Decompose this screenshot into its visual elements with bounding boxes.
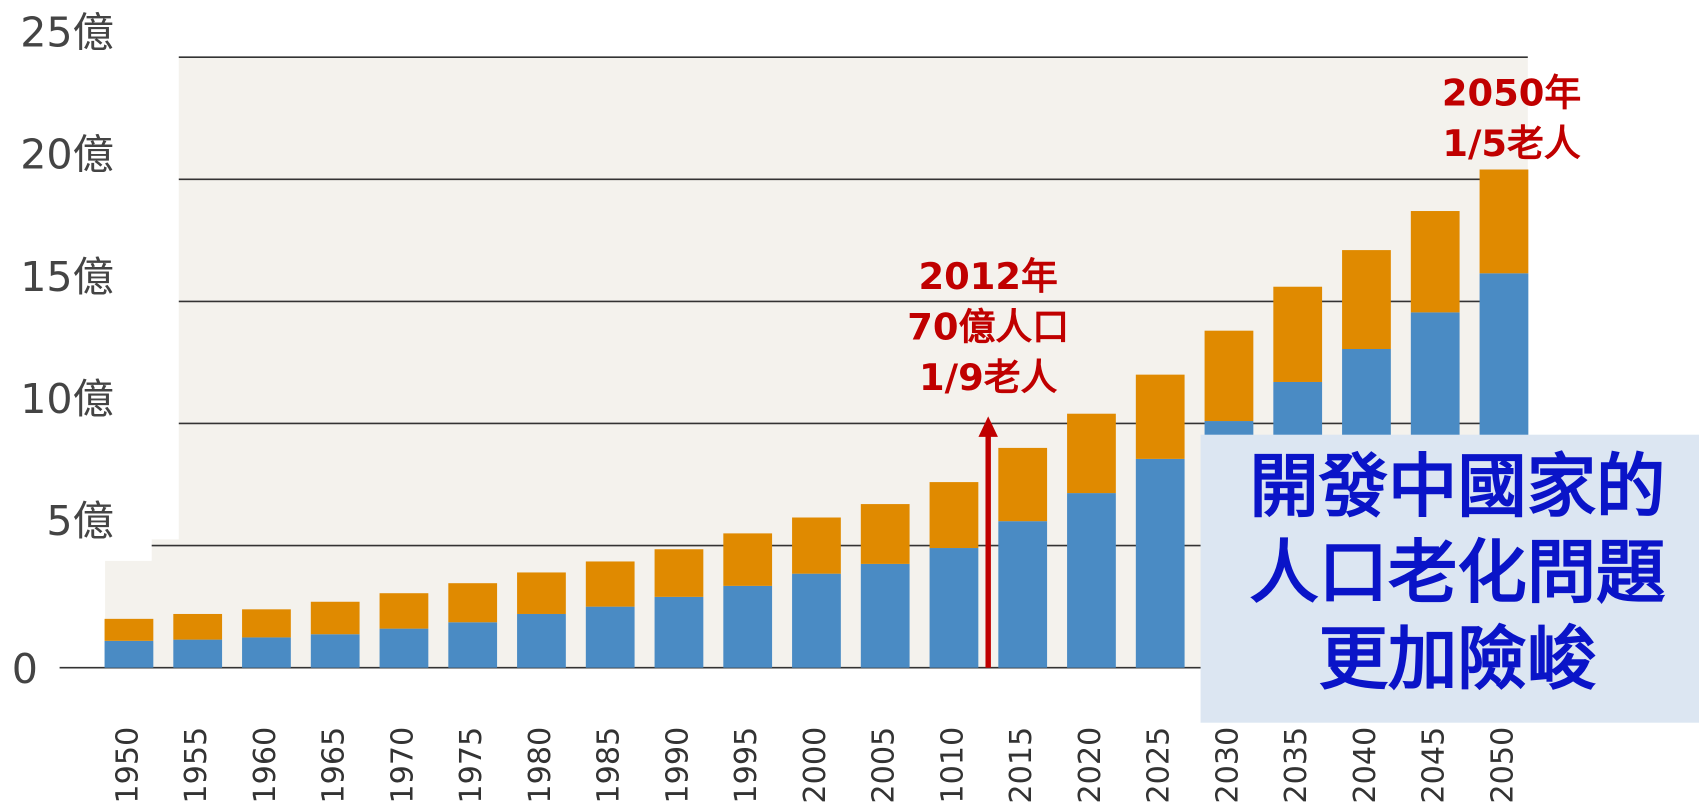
x-tick-label: 1985 — [592, 727, 627, 804]
x-tick-label: 2025 — [1142, 727, 1177, 804]
y-tick-label: 5億 — [46, 497, 113, 545]
y-tick-label: 10億 — [20, 375, 114, 423]
bar-segment — [792, 573, 841, 668]
y-tick-label: 25億 — [20, 9, 114, 57]
callout-text: 更加險峻 — [1319, 620, 1597, 700]
bar-segment — [929, 482, 979, 549]
bar-segment — [1204, 330, 1254, 422]
bar-segment — [1067, 493, 1116, 668]
x-tick-label: 1960 — [248, 727, 283, 804]
x-tick-label: 1990 — [660, 727, 695, 804]
bar-segment — [860, 563, 910, 668]
x-tick-label: 1980 — [523, 727, 558, 804]
x-tick-label: 2035 — [1279, 727, 1314, 804]
bar-segment — [448, 583, 498, 623]
x-tick-label: 2040 — [1348, 727, 1383, 804]
bar-segment — [1135, 374, 1185, 459]
bar-segment — [379, 593, 429, 629]
callout-text: 開發中國家的 — [1249, 447, 1665, 527]
annotation: 1/5老人 — [1442, 122, 1581, 165]
annotation: 2050年 — [1442, 71, 1581, 114]
arrow-head — [978, 416, 998, 437]
x-tick-label: 2000 — [798, 727, 833, 804]
x-tick-label: 1010 — [935, 727, 970, 804]
bar-segment — [379, 628, 429, 668]
y-tick-label: 0 — [12, 645, 38, 693]
y-tick-label: 20億 — [20, 131, 114, 179]
bar-segment — [1273, 286, 1323, 382]
x-tick-label: 1965 — [317, 727, 352, 804]
x-tick-label: 2030 — [1210, 727, 1245, 804]
annotation: 2012年 — [919, 255, 1058, 298]
labels: 0 5億 10億 15億 20億 25億 1950 1955 1960 1965 1970 1975 1… — [12, 9, 1666, 804]
callout-box — [1200, 434, 1699, 723]
y-tick-label: 15億 — [20, 253, 114, 301]
bar-segment — [173, 639, 223, 668]
bar-segment — [1342, 250, 1391, 350]
x-tick-label: 1970 — [385, 727, 420, 804]
bar-segment — [104, 640, 154, 668]
bar-segment — [1479, 169, 1529, 274]
bar-segment — [723, 585, 773, 668]
annotation: 1/9老人 — [919, 356, 1058, 399]
bar-segment — [585, 606, 635, 668]
x-tick-label: 2005 — [867, 727, 902, 804]
x-tick-label: 1955 — [179, 727, 214, 804]
bar-segment — [792, 517, 841, 574]
x-tick-label: 1950 — [110, 727, 145, 804]
bar-segment — [585, 561, 635, 607]
bar-segment — [173, 613, 223, 640]
bar-segment — [310, 601, 360, 635]
bar-segment — [998, 521, 1048, 668]
x-tick-label: 2050 — [1485, 727, 1520, 804]
x-tick-label: 2045 — [1417, 727, 1452, 804]
x-tick-label: 2020 — [1073, 727, 1108, 804]
bar-segment — [998, 447, 1048, 522]
bar-segment — [310, 634, 360, 668]
bar-segment — [242, 637, 291, 668]
bar-segment — [242, 609, 291, 638]
bar-segment — [1135, 458, 1185, 668]
bar-segment — [860, 504, 910, 564]
bar-segment — [517, 572, 566, 614]
x-tick-label: 1975 — [454, 727, 489, 804]
x-tick-label: 2015 — [1004, 727, 1039, 804]
annotation: 70億人口 — [907, 306, 1069, 349]
bar-segment — [654, 549, 704, 597]
x-tick-label: 1995 — [729, 727, 764, 804]
bar-segment — [104, 618, 154, 641]
bar-segment — [1410, 211, 1460, 313]
bar-segment — [929, 548, 979, 668]
bar-segment — [448, 622, 498, 668]
bar-segment — [723, 533, 773, 586]
bar-segment — [517, 613, 566, 668]
callout-text: 人口老化問題 — [1249, 533, 1666, 613]
bar-segment — [1067, 413, 1116, 494]
bar-segment — [654, 596, 704, 668]
